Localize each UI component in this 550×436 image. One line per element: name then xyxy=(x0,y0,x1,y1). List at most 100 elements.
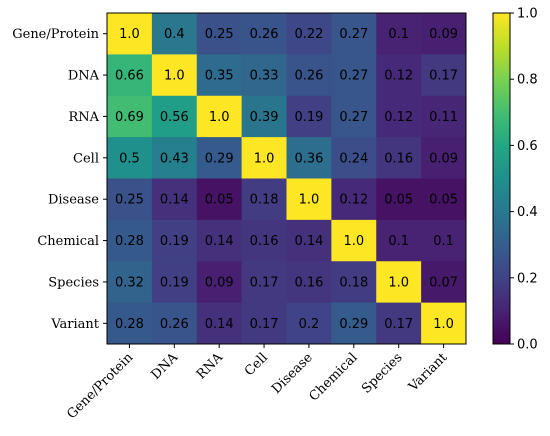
row-tick-labels: Gene/Protein DNA RNA Cell Disease Chemical Spe… xyxy=(12,27,107,332)
heatmap-cell-1-2 xyxy=(196,54,243,97)
row-label-5: Chemical xyxy=(37,234,99,249)
heatmap-cell-0-0 xyxy=(107,13,153,55)
heatmap-cell-0-5 xyxy=(331,13,377,55)
heatmap-cell-3-5 xyxy=(331,137,377,179)
heatmap-cell-7-6 xyxy=(376,302,422,345)
heatmap-cell-3-1 xyxy=(151,137,198,179)
heatmap-cell-3-0 xyxy=(107,137,153,179)
cell-value-label-1-1: 1.0 xyxy=(164,69,185,84)
cell-value-label-0-7: 0.09 xyxy=(429,27,458,42)
cell-value-label-5-0: 0.28 xyxy=(115,234,144,249)
heatmap-cell-0-3 xyxy=(241,13,287,55)
cell-value-label-6-1: 0.19 xyxy=(160,275,189,290)
cell-value-label-0-3: 0.26 xyxy=(250,27,279,42)
cell-value-label-7-4: 0.2 xyxy=(299,317,320,332)
cell-value-label-6-0: 0.32 xyxy=(115,275,144,290)
cell-value-label-4-5: 0.12 xyxy=(339,193,368,208)
heatmap-cell-5-2 xyxy=(196,219,243,262)
cell-value-label-6-5: 0.18 xyxy=(339,275,368,290)
cell-value-label-0-2: 0.25 xyxy=(205,27,234,42)
heatmap-cell-6-6 xyxy=(376,261,422,304)
col-label-2: RNA xyxy=(194,350,227,383)
cell-value-label-6-3: 0.17 xyxy=(250,275,279,290)
heatmap-cell-7-2 xyxy=(196,302,243,345)
cell-value-label-7-0: 0.28 xyxy=(115,317,144,332)
row-label-3: Cell xyxy=(73,151,99,166)
cell-value-label-4-1: 0.14 xyxy=(160,193,189,208)
cell-value-label-4-7: 0.05 xyxy=(429,193,458,208)
cell-value-label-5-6: 0.1 xyxy=(388,234,409,249)
heatmap-cell-5-5 xyxy=(331,219,377,262)
heatmap-cell-0-4 xyxy=(286,13,332,55)
heatmap-cell-1-7 xyxy=(421,54,467,97)
heatmap-cell-4-5 xyxy=(331,178,377,221)
cell-value-label-5-7: 0.1 xyxy=(433,234,454,249)
cell-value-label-6-6: 1.0 xyxy=(388,275,409,290)
heatmap-cell-2-2 xyxy=(196,95,243,138)
heatmap-cell-7-1 xyxy=(151,302,198,345)
heatmap-cells: 1.0 0.4 0.25 0.26 0.22 0.27 0.1 0.09 0.66 1.0 0.35… xyxy=(107,13,467,345)
cell-value-label-2-0: 0.69 xyxy=(115,110,144,125)
cell-value-label-6-7: 0.07 xyxy=(429,275,458,290)
col-label-1: DNA xyxy=(148,350,181,383)
heatmap-cell-1-4 xyxy=(286,54,332,97)
heatmap-cell-7-7 xyxy=(421,302,467,345)
heatmap-cell-6-2 xyxy=(196,261,243,304)
cell-value-label-7-6: 0.17 xyxy=(384,317,413,332)
cell-value-label-5-5: 1.0 xyxy=(343,234,364,249)
cell-value-label-2-3: 0.39 xyxy=(250,110,279,125)
colorbar-gradient xyxy=(492,12,511,345)
heatmap-cell-1-5 xyxy=(331,54,377,97)
row-label-1: DNA xyxy=(68,69,100,84)
heatmap-cell-6-1 xyxy=(151,261,198,304)
cell-value-label-6-2: 0.09 xyxy=(205,275,234,290)
cell-value-label-4-3: 0.18 xyxy=(250,193,279,208)
heatmap-cell-2-5 xyxy=(331,95,377,138)
cell-value-label-2-4: 0.19 xyxy=(294,110,323,125)
cell-value-label-4-6: 0.05 xyxy=(384,193,413,208)
row-label-7: Variant xyxy=(50,317,99,332)
heatmap-cell-5-6 xyxy=(376,219,422,262)
cell-value-label-0-5: 0.27 xyxy=(339,27,368,42)
cell-value-label-3-7: 0.09 xyxy=(429,151,458,166)
cell-value-label-7-5: 0.29 xyxy=(339,317,368,332)
cell-value-label-0-6: 0.1 xyxy=(388,27,409,42)
heatmap-cell-4-1 xyxy=(151,178,198,221)
row-label-6: Species xyxy=(48,275,99,290)
heatmap-cell-5-4 xyxy=(286,219,332,262)
heatmap-cell-7-5 xyxy=(331,302,377,345)
heatmap-cell-1-3 xyxy=(241,54,287,97)
cell-value-label-2-6: 0.12 xyxy=(384,110,413,125)
heatmap-cell-6-3 xyxy=(241,261,287,304)
cell-value-label-1-2: 0.35 xyxy=(205,69,234,84)
col-label-5: Chemical xyxy=(306,350,360,404)
cell-value-label-0-0: 1.0 xyxy=(119,27,140,42)
cell-value-label-1-0: 0.66 xyxy=(115,69,144,84)
cell-value-label-2-5: 0.27 xyxy=(339,110,368,125)
heatmap-cell-1-0 xyxy=(107,54,153,97)
heatmap-cell-4-4 xyxy=(286,178,332,221)
colorbar-label-4: 0.8 xyxy=(517,73,538,88)
heatmap-cell-2-3 xyxy=(241,95,287,138)
heatmap-cell-7-3 xyxy=(241,302,287,345)
cell-value-label-5-3: 0.16 xyxy=(250,234,279,249)
heatmap-cell-2-6 xyxy=(376,95,422,138)
heatmap-cell-7-0 xyxy=(107,302,153,345)
heatmap-cell-3-7 xyxy=(421,137,467,179)
heatmap-cell-4-0 xyxy=(107,178,153,221)
cell-value-label-1-4: 0.26 xyxy=(294,69,323,84)
heatmap-cell-3-2 xyxy=(196,137,243,179)
cell-value-label-7-2: 0.14 xyxy=(205,317,234,332)
heatmap-cell-4-3 xyxy=(241,178,287,221)
cell-value-label-6-4: 0.16 xyxy=(294,275,323,290)
col-label-4: Disease xyxy=(269,350,316,397)
col-label-6: Species xyxy=(359,350,405,396)
cell-value-label-0-1: 0.4 xyxy=(164,27,185,42)
cell-value-label-2-7: 0.11 xyxy=(429,110,458,125)
cell-value-label-7-3: 0.17 xyxy=(250,317,279,332)
col-label-7: Variant xyxy=(405,350,451,396)
heatmap-cell-6-5 xyxy=(331,261,377,304)
heatmap-cell-2-1 xyxy=(151,95,198,138)
heatmap-cell-5-1 xyxy=(151,219,198,262)
